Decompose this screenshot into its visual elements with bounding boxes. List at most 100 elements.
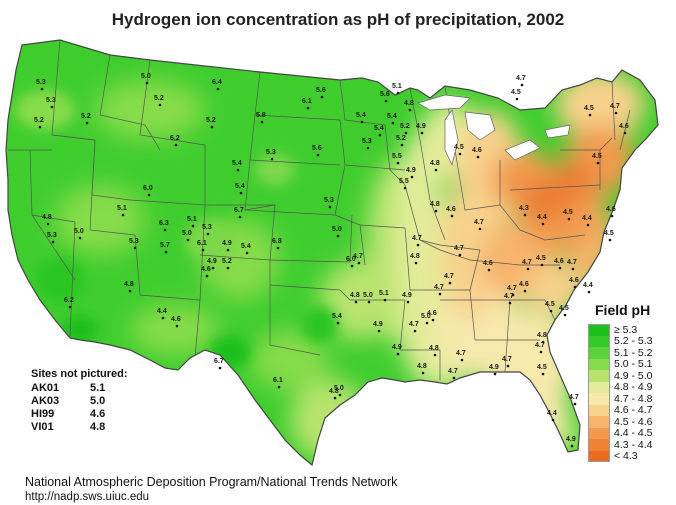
site-dot <box>586 223 590 227</box>
site-ph-label: 4.9 <box>373 321 383 328</box>
site-value: 4.6 <box>90 408 106 420</box>
site-ph-label: 5.2 <box>222 258 232 265</box>
site-marker: 4.5 <box>559 305 569 317</box>
site-ph-label: 4.7 <box>567 259 577 266</box>
legend-swatch <box>588 335 610 347</box>
site-ph-label: 4.6 <box>427 310 437 317</box>
site-marker: 5.2 <box>81 113 91 125</box>
legend-label: ≥ 5.3 <box>614 323 638 336</box>
site-dot <box>608 238 612 242</box>
site-ph-label: 5.6 <box>316 87 326 94</box>
legend-swatch <box>588 324 610 336</box>
site-ph-label: 4.9 <box>416 123 426 130</box>
site-dot <box>328 205 332 209</box>
source-url: http://nadp.sws.uiuc.edu <box>25 491 150 503</box>
legend-label: 4.5 - 4.6 <box>614 415 653 428</box>
site-ph-label: 4.8 <box>429 345 439 352</box>
site-value: 5.1 <box>90 382 106 394</box>
site-ph-label: 4.4 <box>547 410 557 417</box>
site-marker: 4.9 <box>222 240 232 252</box>
site-dot <box>610 214 614 218</box>
site-marker: 4.4 <box>582 215 592 227</box>
site-ph-label: 5.3 <box>46 97 56 104</box>
site-ph-label: 5.4 <box>387 113 397 120</box>
site-ph-label: 5.0 <box>182 230 192 237</box>
site-marker: 4.7 <box>507 285 517 297</box>
site-marker: 6.1 <box>197 240 207 252</box>
site-dot <box>377 329 381 333</box>
site-marker: 4.9 <box>406 167 416 179</box>
site-marker: 5.3 <box>266 149 276 161</box>
site-dot <box>396 161 400 165</box>
site-ph-label: 4.7 <box>507 285 517 292</box>
site-marker: 4.3 <box>519 205 529 217</box>
ph-contour-surface <box>6 40 658 465</box>
site-marker: 4.5 <box>584 105 594 117</box>
legend-label: 4.6 - 4.7 <box>614 404 653 417</box>
site-ph-label: 5.7 <box>160 242 170 249</box>
site-ph-label: 5.3 <box>202 224 212 231</box>
site-ph-label: 4.8 <box>124 281 134 288</box>
legend-swatch <box>588 393 610 405</box>
site-ph-label: 5.3 <box>129 238 139 245</box>
site-dot <box>163 228 167 232</box>
site-ph-label: 5.4 <box>232 160 242 167</box>
site-dot <box>421 371 425 375</box>
site-ph-label: 4.4 <box>583 282 593 289</box>
site-ph-label: 5.4 <box>235 183 245 190</box>
site-marker: 5.2 <box>222 258 232 270</box>
site-dot <box>448 281 452 285</box>
site-dot <box>50 105 54 109</box>
site-ph-label: 4.7 <box>610 103 620 110</box>
site-ph-label: 6.2 <box>170 135 180 142</box>
site-dot <box>403 186 407 190</box>
site-dot <box>128 289 132 293</box>
legend-item: 5.1 - 5.2 <box>588 347 672 359</box>
site-value: 4.8 <box>90 421 106 433</box>
site-dot <box>270 157 274 161</box>
site-marker: 5.5 <box>399 178 409 190</box>
site-marker: 4.8 <box>429 345 439 357</box>
site-ph-label: 6.1 <box>302 98 312 105</box>
site-dot <box>85 121 89 125</box>
site-marker: 6.2 <box>170 135 180 147</box>
site-marker: 4.8 <box>417 363 427 375</box>
site-dot <box>452 376 456 380</box>
site-marker: 4.7 <box>454 245 464 257</box>
site-marker: 5.3 <box>36 79 46 91</box>
site-dot <box>236 168 240 172</box>
site-marker: 6.1 <box>302 98 312 110</box>
legend-label: 5.1 - 5.2 <box>614 346 653 359</box>
site-ph-label: 5.2 <box>206 117 216 124</box>
site-marker: 5.0 <box>332 226 342 238</box>
site-marker: 6.0 <box>346 256 356 268</box>
site-marker: 4.4 <box>583 282 593 294</box>
legend-swatch <box>588 427 610 439</box>
site-marker: 4.9 <box>392 344 402 356</box>
site-marker: 6.1 <box>273 377 283 389</box>
site-ph-label: 4.5 <box>536 255 546 262</box>
site-dot <box>333 396 337 400</box>
legend-item: 4.8 - 4.9 <box>588 381 672 393</box>
site-dot <box>476 155 480 159</box>
site-ph-label: 4.9 <box>402 292 412 299</box>
site-dot <box>338 393 342 397</box>
site-marker: 5.2 <box>396 135 406 147</box>
site-ph-label: 4.6 <box>519 281 529 288</box>
site-dot <box>540 263 544 267</box>
site-dot <box>434 209 438 213</box>
legend-swatch <box>588 370 610 382</box>
site-ph-label: 5.5 <box>392 153 402 160</box>
legend-label: 4.3 - 4.4 <box>614 438 653 451</box>
site-dot <box>570 444 574 448</box>
site-ph-label: 5.1 <box>117 205 127 212</box>
site-dot <box>191 224 195 228</box>
site-ph-label: 5.3 <box>324 197 334 204</box>
site-dot <box>161 316 165 320</box>
site-ph-label: 6.3 <box>159 220 169 227</box>
site-dot <box>458 253 462 257</box>
site-ph-label: 6.0 <box>143 185 153 192</box>
site-dot <box>526 267 530 271</box>
site-marker: 5.0 <box>74 228 84 240</box>
